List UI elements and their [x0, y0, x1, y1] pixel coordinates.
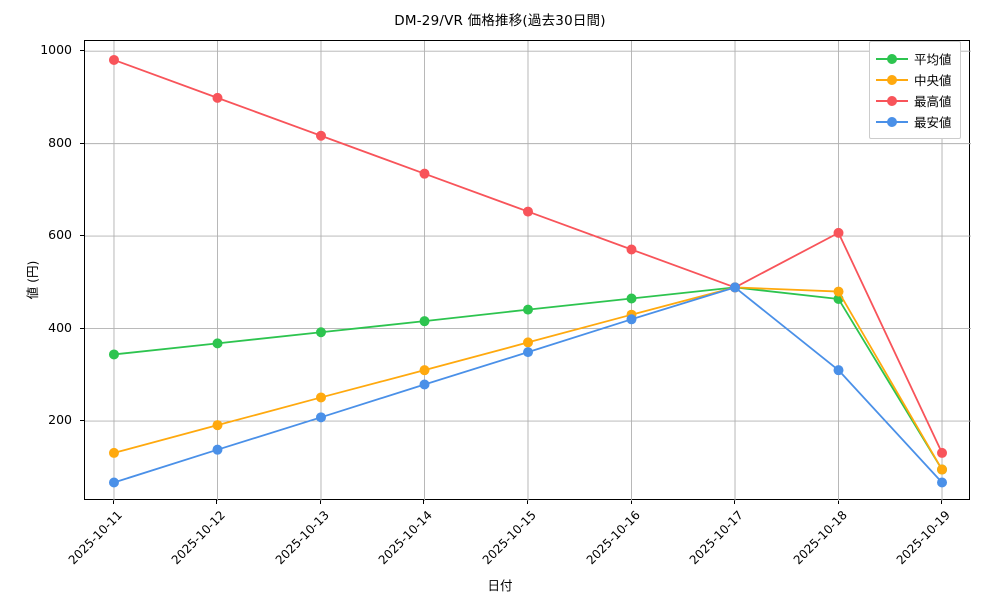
x-tick-label: 2025-10-12: [169, 508, 229, 568]
legend-dot: [887, 53, 897, 64]
data-point: [212, 444, 223, 455]
data-point: [315, 327, 326, 338]
data-point: [108, 349, 119, 360]
plot-svg: [85, 41, 971, 501]
data-point: [626, 314, 637, 325]
data-point: [833, 286, 844, 297]
data-point: [833, 365, 844, 376]
legend-marker-icon: [876, 94, 908, 108]
data-point: [419, 365, 430, 376]
x-tick-label: 2025-10-14: [376, 508, 436, 568]
data-point: [626, 244, 637, 255]
data-point: [212, 92, 223, 103]
data-point: [419, 168, 430, 179]
legend-dot: [887, 95, 897, 106]
data-point: [937, 447, 948, 458]
legend-item-2[interactable]: 中央値: [876, 69, 952, 90]
data-point: [108, 447, 119, 458]
legend-label: 平均値: [914, 52, 952, 67]
data-point: [833, 227, 844, 238]
legend-label: 中央値: [914, 73, 952, 88]
data-point: [523, 347, 533, 358]
plot-area: [84, 40, 971, 501]
x-tick-label: 2025-10-17: [686, 508, 746, 568]
data-point: [419, 316, 430, 327]
x-tick-label: 2025-10-15: [479, 508, 539, 568]
data-point: [315, 130, 326, 141]
y-tick-label: 600: [48, 227, 72, 243]
y-axis-label-holder: 値 (円): [18, 261, 40, 300]
chart-title: DM-29/VR 価格推移(過去30日間): [394, 13, 606, 29]
data-point: [108, 54, 119, 65]
data-point: [212, 338, 223, 349]
legend-dot: [887, 74, 897, 85]
x-axis-label: 日付: [487, 578, 513, 593]
legend-marker-icon: [876, 52, 908, 66]
data-point: [419, 379, 430, 390]
chart-legend: 平均値中央値最高値最安値: [869, 41, 961, 139]
data-point: [937, 464, 948, 475]
legend-dot: [887, 116, 897, 127]
data-point: [108, 477, 119, 488]
series-2: [108, 282, 948, 475]
data-point: [937, 477, 948, 488]
legend-item-1[interactable]: 平均値: [876, 48, 952, 69]
data-point: [315, 412, 326, 423]
data-point: [523, 337, 533, 348]
legend-marker-icon: [876, 115, 908, 129]
x-tick-label: 2025-10-16: [583, 508, 643, 568]
data-point: [523, 206, 533, 217]
data-point: [315, 392, 326, 403]
data-point: [523, 304, 533, 315]
legend-item-4[interactable]: 最安値: [876, 111, 952, 132]
x-tick-label: 2025-10-19: [893, 508, 953, 568]
x-tick-label: 2025-10-18: [790, 508, 850, 568]
legend-item-3[interactable]: 最高値: [876, 90, 952, 111]
y-tick-label: 200: [48, 412, 72, 428]
y-axis-label: 値 (円): [24, 260, 40, 300]
data-point: [212, 420, 223, 431]
series-4: [108, 282, 948, 488]
y-tick-label: 800: [48, 134, 72, 150]
x-tick-label: 2025-10-11: [65, 508, 125, 568]
x-tick-label: 2025-10-13: [272, 508, 332, 568]
data-point: [730, 282, 741, 293]
legend-label: 最安値: [914, 115, 952, 130]
y-tick-label: 1000: [40, 42, 72, 58]
legend-label: 最高値: [914, 94, 952, 109]
data-point: [626, 293, 637, 304]
legend-marker-icon: [876, 73, 908, 87]
y-tick-label: 400: [48, 319, 72, 335]
